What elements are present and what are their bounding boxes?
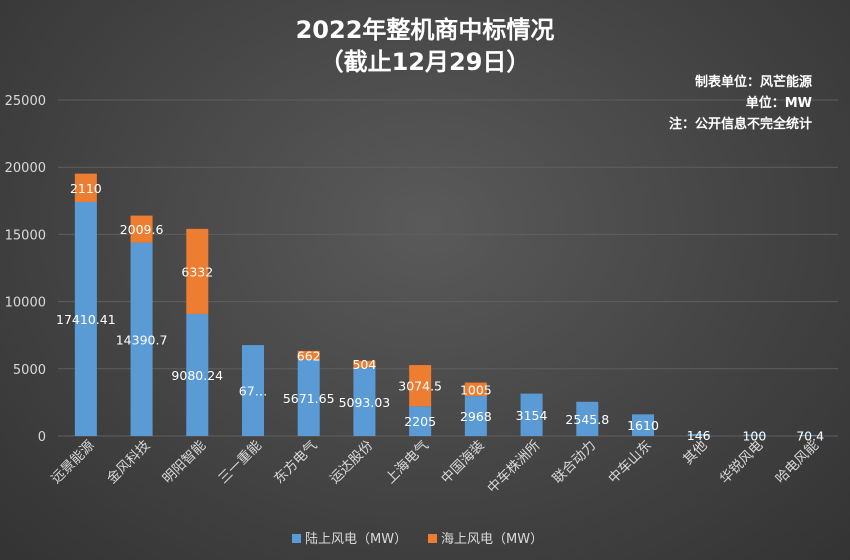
legend-label-onshore: 陆上风电（MW） [305, 531, 407, 547]
category-label: 上海电气 [382, 438, 431, 487]
bar-segment [74, 173, 97, 203]
category-label: 中国海装 [438, 438, 487, 487]
note-producer: 制表单位：风芒能源 [695, 74, 812, 90]
bar-segment [409, 365, 432, 407]
y-tick-label: 15000 [5, 228, 46, 243]
data-label: 3154 [516, 408, 548, 423]
data-label: 5093.03 [339, 395, 391, 410]
category-label: 华锐风电 [717, 438, 766, 487]
data-label: 662 [297, 348, 321, 363]
bar-segment [687, 434, 710, 436]
bars [74, 173, 822, 436]
category-label: 中车山东 [605, 437, 655, 487]
category-label: 三一重能 [215, 438, 264, 487]
data-label: 2205 [404, 414, 436, 429]
bar-segment [799, 435, 822, 436]
legend: 陆上风电（MW） 海上风电（MW） [292, 531, 543, 547]
category-label: 远景能源 [48, 437, 98, 487]
bar-segment [464, 382, 487, 397]
bar-segment [576, 401, 599, 436]
bar-segment [297, 350, 320, 360]
bar-segment [632, 414, 654, 436]
bar-segment [297, 359, 320, 436]
data-label: 70.4 [796, 429, 824, 444]
gridlines [58, 99, 838, 437]
category-label: 联合动力 [550, 438, 599, 487]
data-label: 1610 [627, 418, 659, 433]
bar-segment [743, 434, 766, 436]
data-label: 67… [239, 384, 267, 399]
bar-segment [186, 313, 209, 436]
y-tick-label: 20000 [5, 161, 46, 176]
bar-segment [409, 406, 432, 436]
category-label: 运达股份 [327, 437, 377, 487]
legend-swatch-offshore [428, 534, 437, 543]
bar-segment [242, 345, 264, 436]
bar-segment [186, 228, 209, 314]
data-label: 504 [352, 357, 376, 372]
y-tick-label: 10000 [5, 296, 46, 311]
data-labels: 17410.41 2110 14390.7 2009.6 9080.24 6332 67… 5… [56, 181, 824, 444]
bar-segment [74, 202, 97, 436]
note-unit: 单位：MW [746, 95, 812, 111]
data-label: 100 [742, 428, 766, 443]
data-label: 1005 [460, 382, 492, 397]
note-disclaimer: 注：公开信息不完全统计 [669, 116, 812, 132]
y-tick-label: 5000 [13, 363, 46, 378]
data-label: 6332 [181, 264, 213, 279]
chart-title: 2022年整机商中标情况 [296, 16, 555, 44]
data-label: 9080.24 [171, 368, 223, 383]
bar-segment [130, 242, 153, 436]
data-label: 2545.8 [565, 412, 609, 427]
y-tick-label: 25000 [5, 94, 46, 109]
y-axis-ticks: 0 5000 10000 15000 20000 25000 [5, 94, 46, 445]
data-label: 14390.7 [116, 332, 168, 347]
data-label: 146 [687, 428, 711, 443]
category-label: 明阳智能 [160, 438, 209, 487]
category-label: 东方电气 [271, 438, 320, 487]
data-label: 2009.6 [120, 222, 164, 237]
category-label: 哈电风能 [772, 438, 821, 487]
bar-segment [353, 360, 376, 368]
category-label: 中车株洲所 [484, 437, 544, 497]
bar-segment [520, 393, 543, 436]
data-label: 2110 [70, 181, 102, 196]
legend-swatch-onshore [292, 534, 301, 543]
data-label: 3074.5 [398, 379, 442, 394]
bar-segment [130, 215, 153, 243]
y-tick-label: 0 [38, 430, 46, 445]
legend-label-offshore: 海上风电（MW） [441, 532, 543, 547]
chart-subtitle: （截止12月29日） [320, 48, 531, 76]
data-label: 2968 [460, 409, 492, 424]
bar-segment [464, 396, 487, 436]
bar-segment [353, 367, 376, 436]
data-label: 17410.41 [56, 312, 116, 327]
category-label: 金风科技 [104, 437, 154, 487]
data-label: 5671.65 [283, 391, 335, 406]
